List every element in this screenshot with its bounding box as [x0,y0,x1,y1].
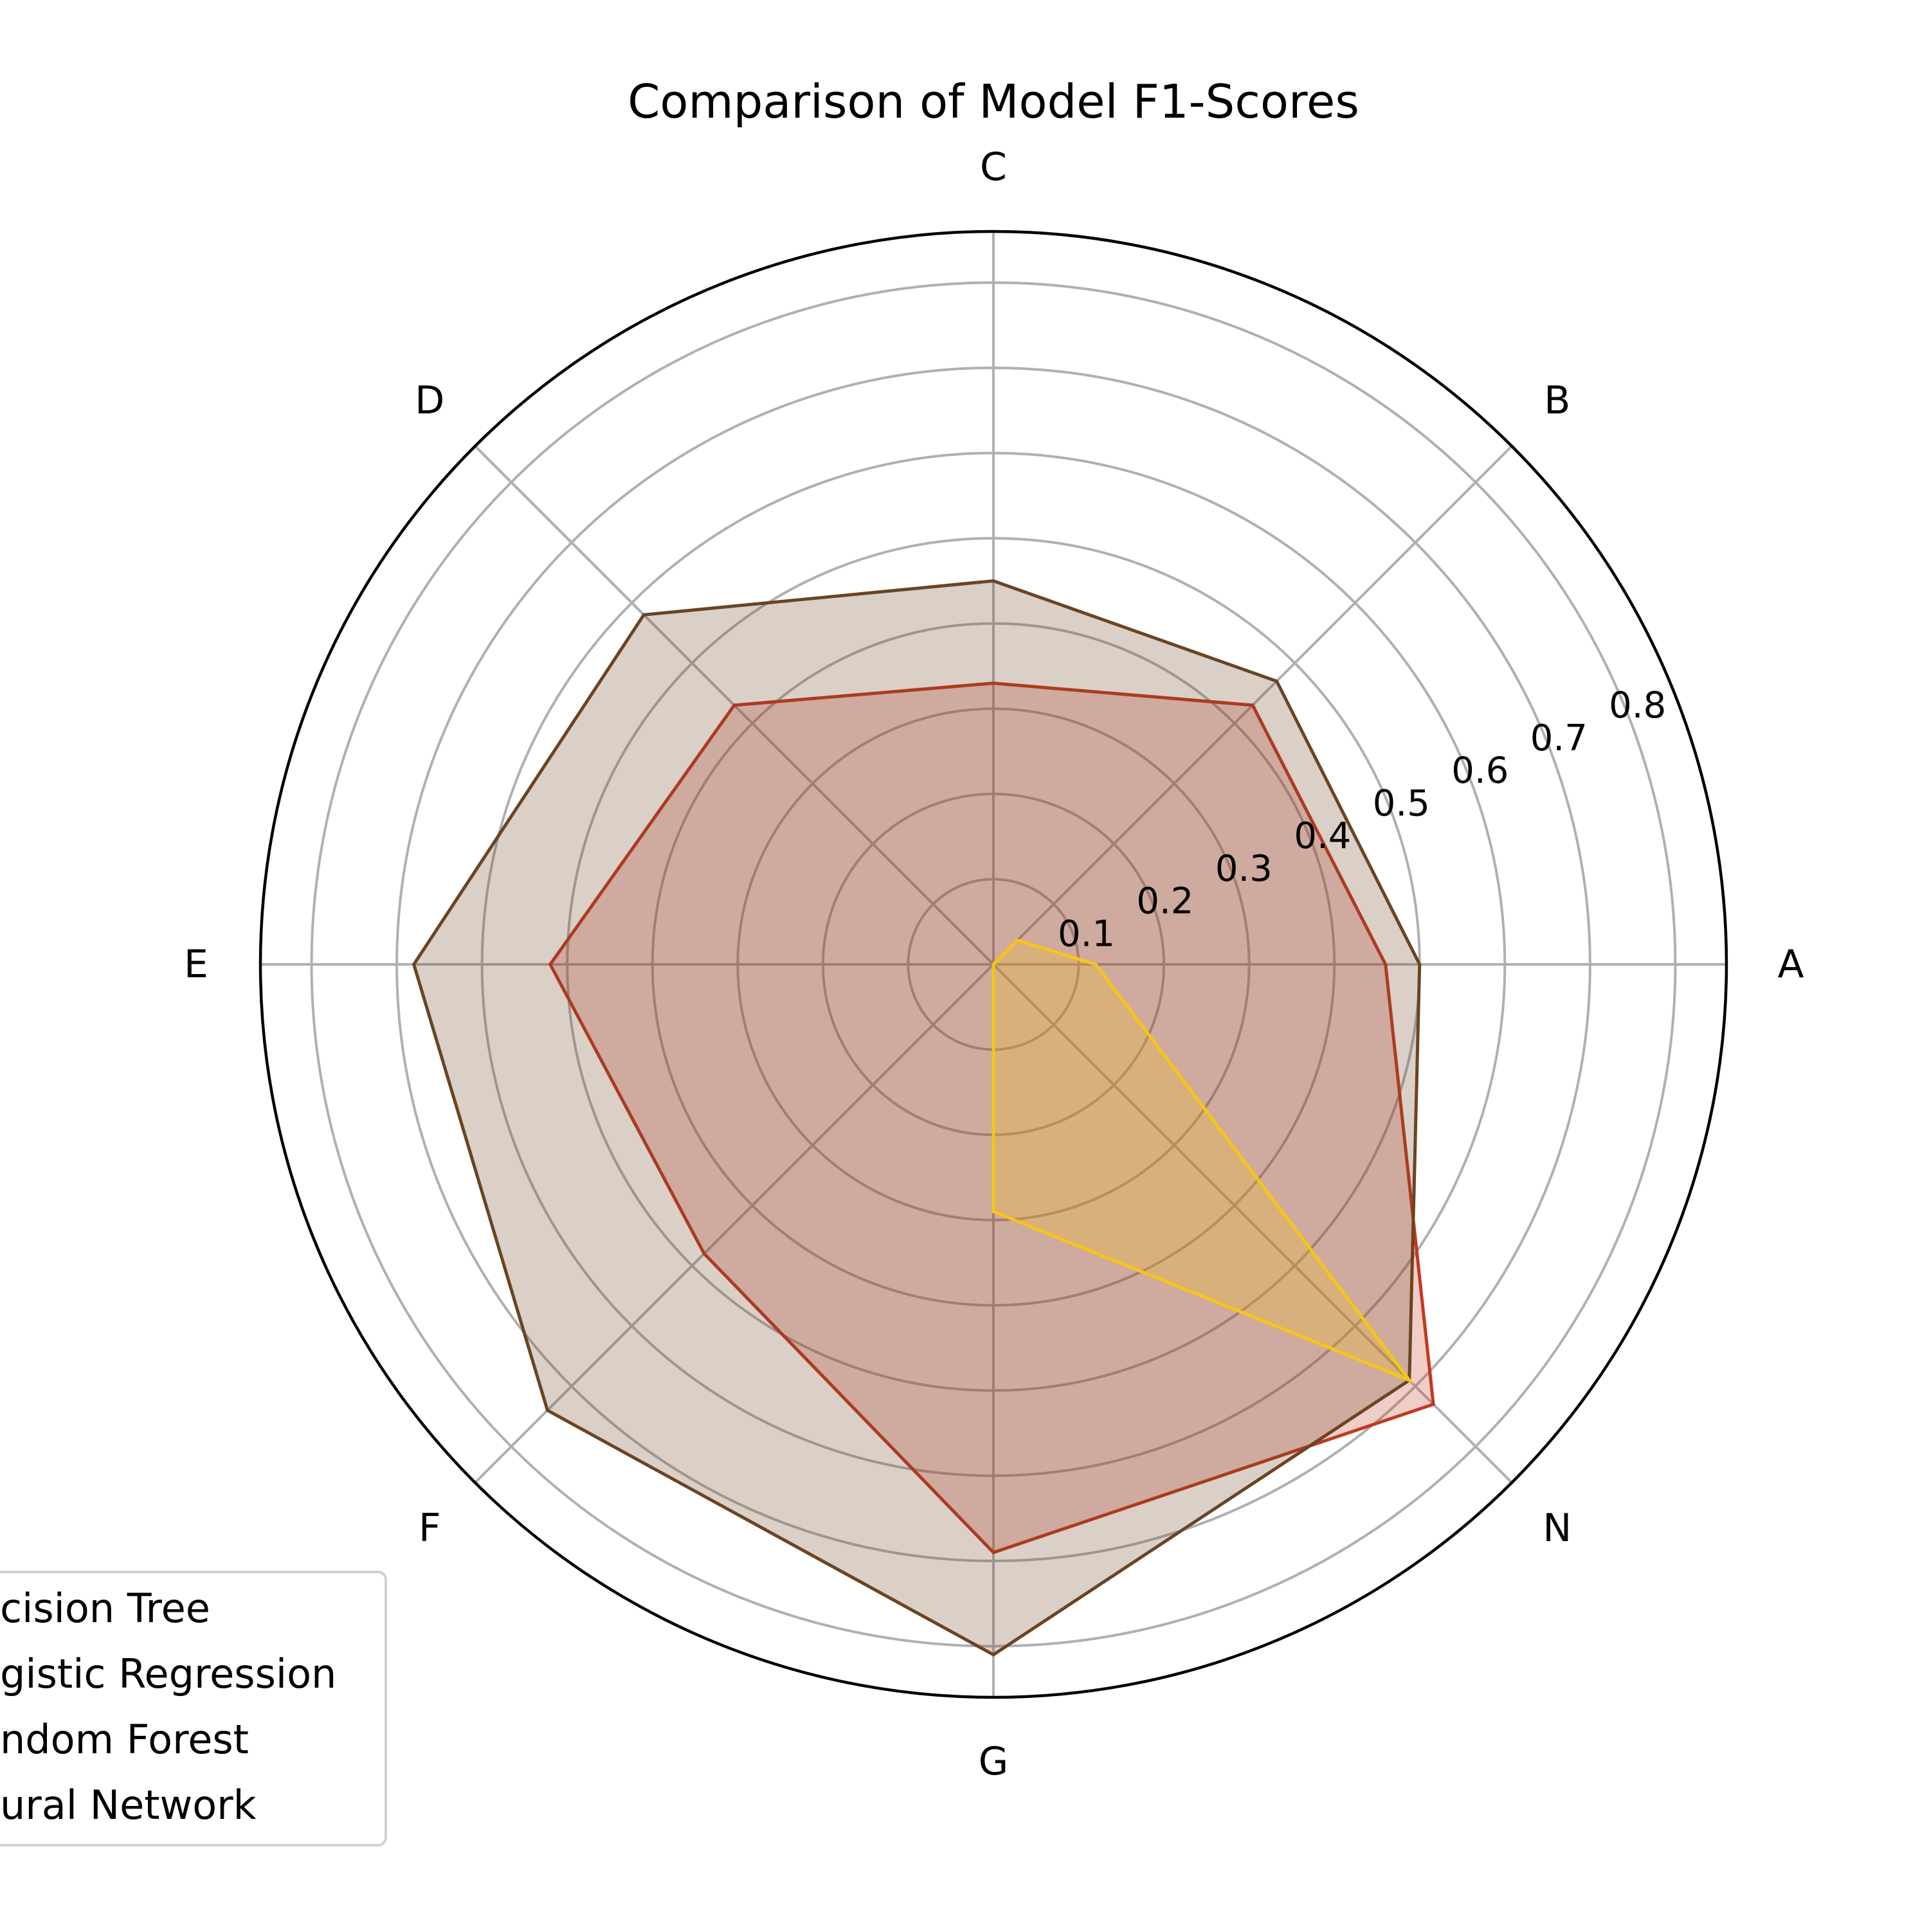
radial-tick-label: 0.8 [1609,685,1666,727]
legend: cision Tree gistic Regression ndom Forest u… [0,1571,387,1846]
series-fill [993,940,1409,1380]
chart-title: Comparison of Model F1-Scores [628,75,1359,129]
legend-entry: cision Tree [0,1585,210,1632]
radial-tick-label: 0.3 [1215,848,1272,890]
category-label: B [1544,378,1570,423]
series-line [992,938,1415,1384]
category-label: D [415,378,444,423]
radial-tick-label: 0.1 [1058,913,1115,955]
legend-entry: ndom Forest [0,1716,249,1763]
category-label: A [1777,942,1804,987]
category-label: N [1543,1506,1571,1551]
legend-entry: gistic Regression [0,1650,336,1697]
grid-spoke [474,963,995,1484]
category-label: C [980,145,1007,190]
series-fill [550,683,1434,1553]
radial-tick-label: 0.7 [1530,718,1588,759]
category-label: E [184,942,208,987]
series-fill [413,581,1420,1655]
series-line [412,579,1422,1657]
radial-tick-label: 0.4 [1294,815,1351,857]
polar-frame [258,230,1728,1699]
radial-tick-label: 0.6 [1451,750,1508,792]
radar-labels: A B C D E F G N 0.1 0.2 0.3 0.4 0.5 0.6 0.7 0.8 [184,145,1804,1784]
series-line [548,682,1435,1555]
radar-grid [258,230,1728,1699]
legend-box [0,1571,387,1846]
legend-entry: ural Network [0,1782,257,1828]
radar-series [412,579,1435,1657]
category-label: F [419,1506,441,1551]
grid-spoke [992,963,1513,1484]
radial-tick-label: 0.2 [1136,881,1193,923]
category-label: G [979,1739,1009,1784]
radial-tick-label: 0.5 [1373,782,1430,824]
